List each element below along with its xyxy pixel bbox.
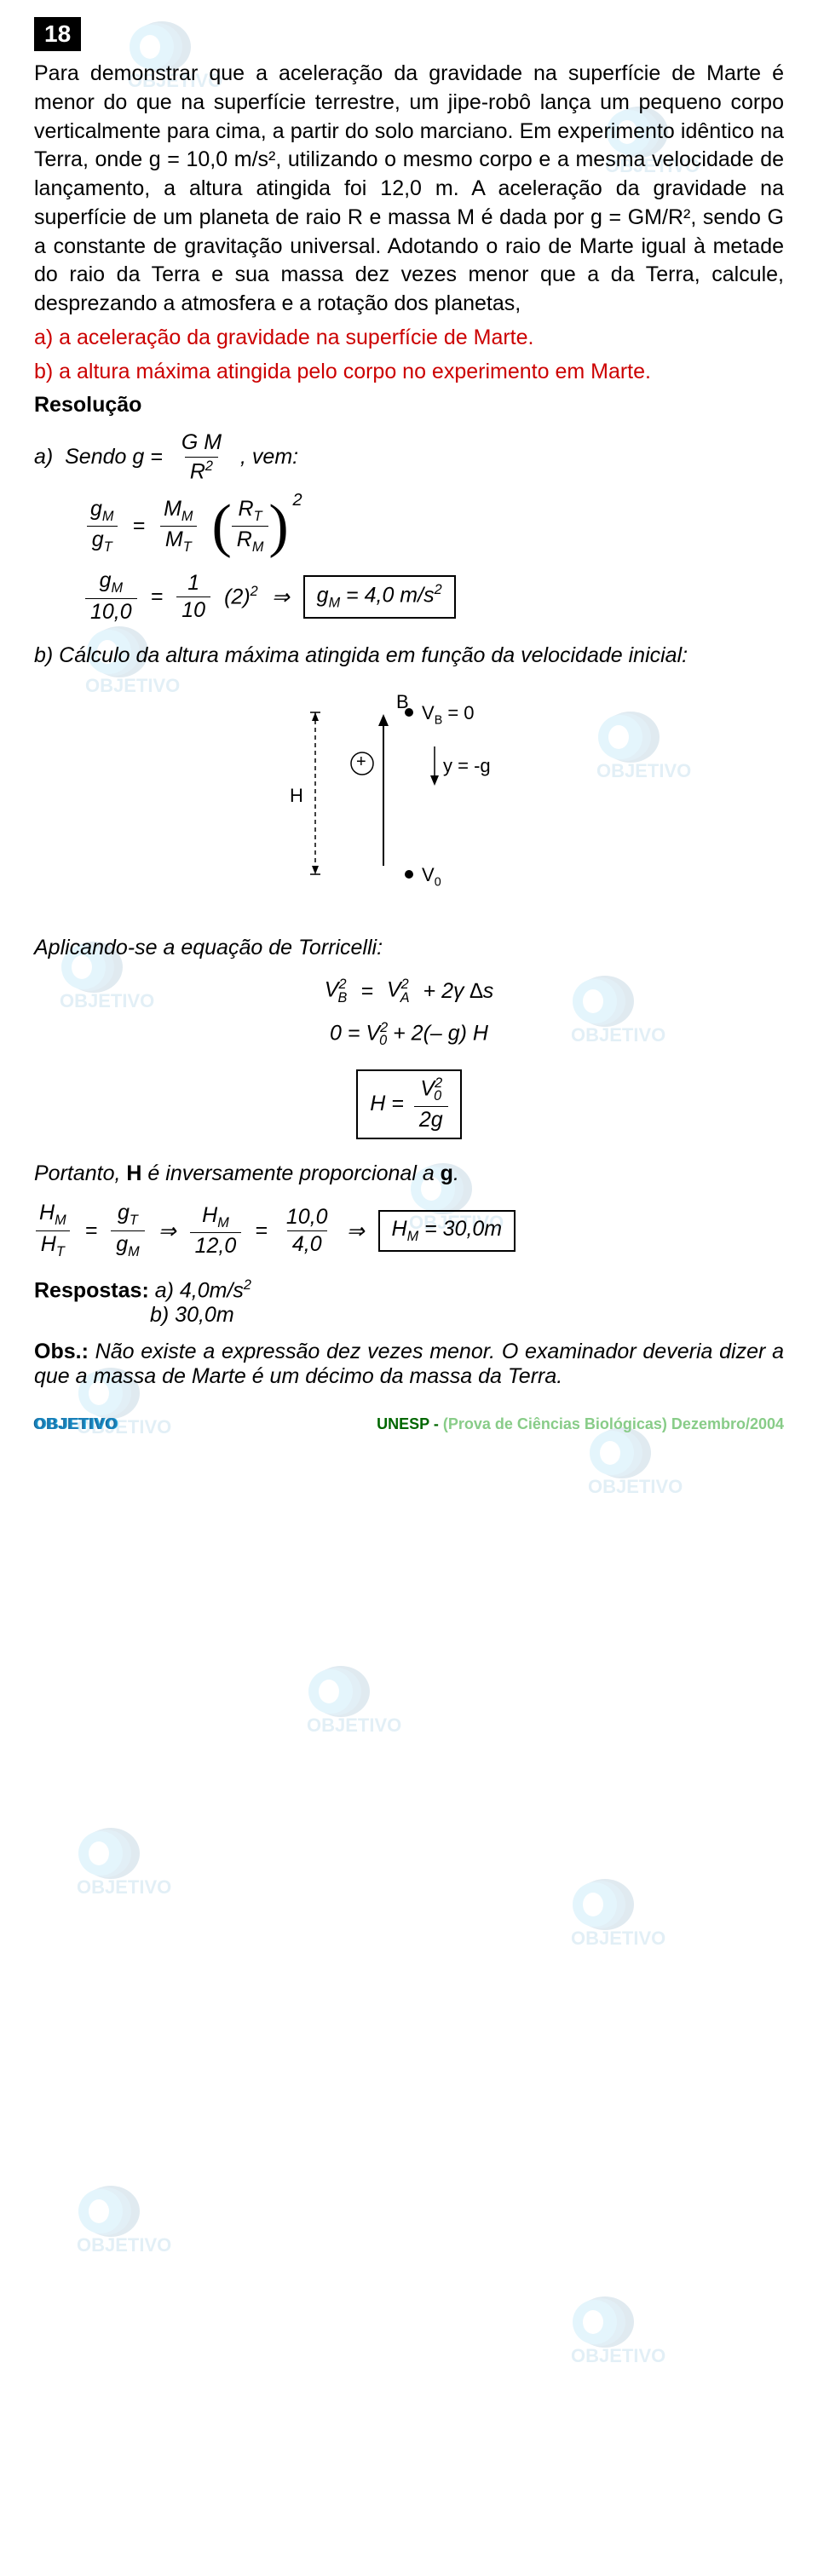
- motion-diagram: H B VB = 0 + y = -g V0: [290, 687, 528, 908]
- RT: RT: [233, 498, 268, 527]
- torricelli-label: Aplicando-se a equação de Torricelli:: [34, 934, 784, 963]
- resolution-header: Resolução: [34, 393, 784, 418]
- part-a-suffix: , vem:: [240, 445, 298, 470]
- label-V0: V0: [422, 864, 441, 889]
- svg-text:OBJETIVO: OBJETIVO: [77, 2234, 171, 2256]
- frac-gM-100: gM 10,0: [85, 569, 137, 624]
- sq: 2: [205, 458, 213, 474]
- part-b-intro: b) Cálculo da altura máxima atingida em …: [34, 642, 784, 671]
- frac-V0-2g: V20 2g: [414, 1076, 448, 1132]
- torricelli-eq: V2B = V2A + 2γ ∆s: [34, 977, 784, 1006]
- fraction-gm-r2: G M R2: [176, 431, 227, 483]
- exponent-2: 2: [293, 491, 302, 510]
- calc-equation: gM 10,0 = 1 10 (2)2 ⇒ gM = 4,0 m/s2: [85, 569, 784, 624]
- label-H: H: [290, 785, 303, 807]
- svg-text:OBJETIVO: OBJETIVO: [307, 1714, 401, 1736]
- frac-num: G M: [176, 431, 227, 457]
- problem-item-b: b) a altura máxima atingida pelo corpo n…: [34, 358, 784, 387]
- H-formula: H = V20 2g: [34, 1069, 784, 1139]
- diagram-container: H B VB = 0 + y = -g V0: [34, 687, 784, 908]
- zero-eq: 0 = V20 + 2(– g) H: [330, 1020, 488, 1049]
- frac-den-r: R: [190, 459, 205, 483]
- answers: Respostas: a) 4,0m/s2 b) 30,0m: [34, 1277, 784, 1328]
- VA2: V2A: [387, 977, 410, 1006]
- frac-den: R2: [185, 457, 218, 484]
- diagram-svg: [290, 687, 528, 908]
- label-B: B: [396, 691, 409, 713]
- torricelli-eq2: 0 = V20 + 2(– g) H: [34, 1020, 784, 1049]
- gM2: gM: [95, 569, 128, 598]
- frac-HM-HT: HM HT: [34, 1202, 72, 1260]
- MM: MM: [158, 498, 198, 527]
- frac-10-4: 10,0 4,0: [281, 1206, 333, 1257]
- problem-item-a: a) a aceleração da gravidade na superfíc…: [34, 324, 784, 353]
- plus-sign: +: [356, 752, 366, 772]
- gT: gT: [87, 526, 118, 556]
- svg-text:OBJETIVO: OBJETIVO: [571, 1928, 665, 1949]
- RM: RM: [232, 526, 269, 556]
- svg-text:OBJETIVO: OBJETIVO: [588, 1476, 683, 1497]
- torr-tail: + 2γ ∆s: [423, 979, 494, 1004]
- final-calc: HM HT = gT gM ⇒ HM 12,0 = 10,0 4,0 ⇒ HM …: [34, 1202, 784, 1260]
- frac-gT-gM: gT gM: [111, 1202, 144, 1260]
- frac-1-10: 1 10: [176, 572, 210, 623]
- right-paren: ): [268, 503, 288, 550]
- question-number: 18: [34, 17, 81, 51]
- svg-text:OBJETIVO: OBJETIVO: [571, 2345, 665, 2366]
- frac-g-ratio: gM gT: [85, 498, 118, 556]
- H-box: H = V20 2g: [356, 1069, 461, 1139]
- frac-HM-12: HM 12,0: [190, 1204, 242, 1259]
- page-footer: OBJETIVO UNESP - (Prova de Ciências Biol…: [0, 1415, 818, 1433]
- ten2: 10: [176, 596, 210, 623]
- MT: MT: [160, 526, 197, 556]
- observation: Obs.: Não existe a expressão dez vezes m…: [34, 1340, 784, 1389]
- footer-logo: OBJETIVO: [34, 1415, 118, 1433]
- ratio-equation: gM gT = MM MT ( RT RM ) 2: [85, 498, 784, 556]
- part-a-intro: a) Sendo g = G M R2 , vem:: [34, 431, 784, 483]
- V02: V20: [415, 1076, 446, 1106]
- gM: gM: [85, 498, 118, 527]
- VB2: V2B: [325, 977, 348, 1006]
- H-eq-label: H =: [370, 1092, 404, 1116]
- label-VB: VB = 0: [422, 702, 475, 727]
- two-squared: (2)2: [224, 584, 258, 609]
- svg-text:OBJETIVO: OBJETIVO: [77, 1876, 171, 1898]
- two-g: 2g: [414, 1106, 448, 1132]
- result-box-b: HM = 30,0m: [378, 1210, 516, 1252]
- problem-paragraph: Para demonstrar que a aceleração da grav…: [34, 60, 784, 319]
- equals: =: [151, 585, 164, 609]
- one: 1: [182, 572, 204, 597]
- left-paren: (: [211, 503, 231, 550]
- frac-m-ratio: MM MT: [158, 498, 198, 556]
- result-box-a: gM = 4,0 m/s2: [303, 575, 456, 618]
- footer-source: UNESP - (Prova de Ciências Biológicas) D…: [377, 1415, 784, 1433]
- inverse-text: Portanto, H é inversamente proporcional …: [34, 1160, 784, 1189]
- frac-r-ratio: RT RM: [232, 498, 269, 556]
- arrow: ⇒: [272, 585, 290, 610]
- equals: =: [132, 514, 145, 539]
- paren-group: ( RT RM ) 2: [211, 498, 288, 556]
- label-y: y = -g: [443, 755, 491, 777]
- ten: 10,0: [85, 598, 137, 625]
- part-a-prefix: a) Sendo g =: [34, 445, 163, 470]
